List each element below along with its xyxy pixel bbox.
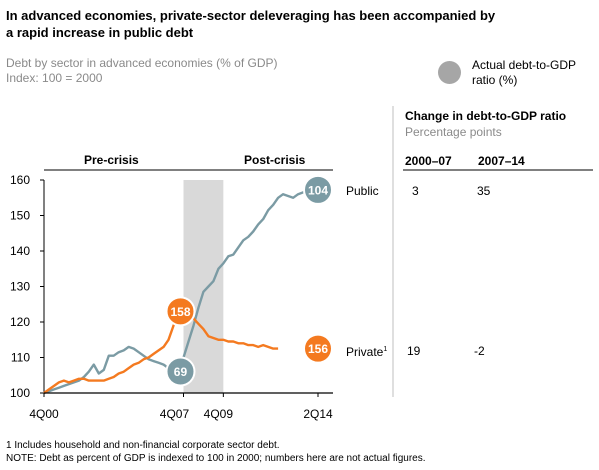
public-2007-14-value: 35	[477, 184, 491, 198]
period-label-pre-crisis: Pre-crisis	[84, 153, 139, 167]
chart-subtitle: Debt by sector in advanced economies (% …	[6, 56, 278, 85]
private-4q07-bubble-label: 158	[170, 305, 190, 319]
x-tick-label: 4Q00	[29, 407, 59, 421]
table-subtitle: Percentage points	[405, 125, 502, 139]
series-label-private: Private1	[346, 345, 387, 359]
y-tick-label: 120	[10, 315, 30, 329]
private-2q14-bubble-label: 156	[308, 342, 328, 356]
public-2q14-bubble-label: 104	[308, 183, 328, 197]
x-tick-label: 2Q14	[303, 407, 333, 421]
grey-circle-icon	[438, 61, 461, 84]
y-tick-label: 140	[10, 244, 30, 258]
y-tick-label: 100	[10, 386, 30, 400]
private-2q14-bubble	[303, 333, 333, 364]
public-4q07-bubble	[165, 356, 196, 387]
private-2007-14-value: -2	[474, 344, 485, 358]
y-tick-label: 110	[11, 351, 30, 365]
series-label-private-text: Private	[346, 345, 384, 359]
period-label-post-crisis: Post-crisis	[244, 153, 306, 167]
series-label-public: Public	[346, 184, 379, 198]
private-4q07-bubble	[165, 296, 196, 327]
footnote-1: 1 Includes household and non-financial c…	[6, 440, 280, 451]
crisis-shaded-period	[183, 180, 224, 393]
table-title: Change in debt-to-GDP ratio	[405, 109, 567, 123]
y-tick-label: 150	[10, 209, 30, 223]
series-line-private	[43, 310, 279, 394]
table-col-2007-14: 2007–14	[478, 154, 525, 168]
chart-title: In advanced economies, private-sector de…	[6, 8, 496, 40]
x-tick-label: 4Q09	[204, 407, 234, 421]
series-label-private-footnote: 1	[383, 346, 387, 353]
private-2000-07-value: 19	[407, 344, 421, 358]
public-2000-07-value: 3	[412, 184, 419, 198]
y-tick-label: 160	[10, 173, 30, 187]
public-2q14-bubble	[303, 174, 333, 205]
x-tick-label: 4Q07	[160, 407, 190, 421]
table-col-2000-07: 2000–07	[405, 154, 452, 168]
footnote-note: NOTE: Debt as percent of GDP is indexed …	[6, 453, 426, 464]
legend-label: Actual debt-to-GDP ratio (%)	[472, 58, 576, 87]
y-tick-label: 130	[10, 280, 30, 294]
public-4q07-bubble-label: 69	[174, 365, 188, 379]
